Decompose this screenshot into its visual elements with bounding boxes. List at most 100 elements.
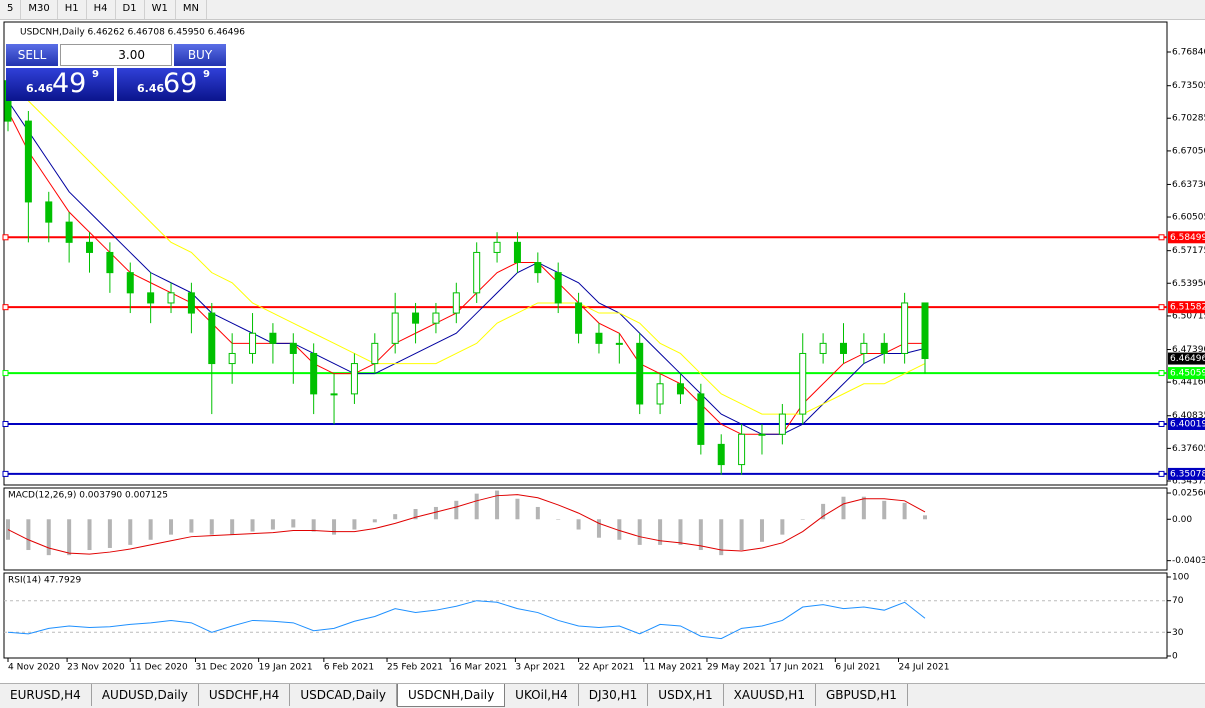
timeframe-button[interactable]: D1: [116, 0, 145, 19]
macd-bar: [617, 519, 622, 540]
candle-body: [615, 342, 623, 345]
macd-bar: [270, 519, 275, 530]
timeframe-button[interactable]: W1: [145, 0, 176, 19]
macd-bar: [759, 519, 764, 542]
y-tick-label: 6.34375: [1172, 477, 1205, 487]
level-marker: [1158, 370, 1165, 377]
candle-body: [717, 443, 725, 466]
level-marker: [1158, 470, 1165, 477]
level-marker: [1158, 304, 1165, 311]
x-tick-label: 19 Jan 2021: [259, 663, 313, 673]
level-label: 6.51582: [1170, 303, 1205, 313]
macd-bar: [413, 509, 418, 520]
chart-tab[interactable]: UKOil,H4: [505, 684, 579, 706]
lot-input[interactable]: 3.00: [60, 44, 172, 66]
x-tick-label: 29 May 2021: [707, 663, 766, 673]
level-marker: [2, 234, 9, 241]
ask-pips: 69: [163, 68, 198, 99]
x-tick-label: 16 Mar 2021: [450, 663, 507, 673]
bid-price[interactable]: 6.46 49 9: [6, 68, 114, 101]
candle-body: [147, 292, 155, 304]
candle-body: [45, 201, 53, 223]
chart-tab[interactable]: AUDUSD,Daily: [92, 684, 199, 706]
macd-bar: [169, 519, 174, 535]
ask-big: 6.46: [137, 82, 165, 95]
macd-bar: [841, 496, 846, 520]
rsi-line: [7, 600, 926, 640]
chart-tab[interactable]: XAUUSD,H1: [724, 684, 816, 706]
macd-bar: [148, 519, 153, 540]
macd-bar: [719, 519, 724, 556]
level-marker: [2, 370, 9, 377]
ask-price[interactable]: 6.46 69 9: [117, 68, 226, 101]
candle-body: [636, 342, 644, 405]
y-tick-label: 6.57175: [1172, 246, 1205, 256]
timeframe-button[interactable]: MN: [176, 0, 207, 19]
level-label: 6.45059: [1170, 369, 1205, 379]
candle-body: [860, 342, 868, 354]
macd-bar: [861, 496, 866, 520]
candle-body: [432, 312, 440, 324]
chart-tab[interactable]: USDCNH,Daily: [396, 684, 506, 707]
macd-bar: [352, 519, 357, 530]
y-tick-label: -0.040380: [1172, 556, 1205, 566]
rsi-panel: [3, 572, 1168, 659]
sell-button[interactable]: SELL: [6, 44, 58, 66]
candle-body: [493, 241, 501, 253]
macd-bar: [454, 500, 459, 520]
x-tick-label: 6 Feb 2021: [324, 663, 374, 673]
candle-body: [24, 120, 32, 203]
timeframe-button[interactable]: H4: [87, 0, 116, 19]
candle-body: [228, 352, 236, 365]
level-tag: [1168, 301, 1205, 314]
candle-body: [391, 312, 399, 344]
macd-bar: [332, 519, 337, 535]
macd-bar: [189, 519, 194, 533]
level-tag: [1168, 367, 1205, 380]
candle-body: [187, 292, 195, 314]
macd-bar: [291, 519, 296, 528]
macd-bar: [107, 519, 112, 548]
x-tick-label: 23 Nov 2020: [67, 663, 125, 673]
timeframe-button[interactable]: M30: [21, 0, 58, 19]
candle-body: [65, 221, 73, 243]
chart-tab[interactable]: USDCHF,H4: [199, 684, 291, 706]
timeframe-button[interactable]: H1: [58, 0, 87, 19]
timeframe-button[interactable]: 5: [0, 0, 22, 19]
candle-body: [473, 251, 481, 294]
x-tick-label: 22 Apr 2021: [579, 663, 635, 673]
chart-tab[interactable]: DJ30,H1: [579, 684, 649, 706]
y-tick-label: 0.00: [1172, 515, 1192, 525]
candle-body: [249, 332, 257, 354]
last-price-tag: [1168, 352, 1205, 365]
macd-bar: [495, 490, 500, 520]
macd-bar: [87, 519, 92, 551]
candle-body: [269, 332, 277, 344]
macd-bar: [923, 515, 927, 520]
chart-tab[interactable]: USDCAD,Daily: [290, 684, 397, 706]
candle-body: [167, 292, 175, 304]
macd-bar: [250, 519, 255, 532]
x-tick-label: 24 Jul 2021: [899, 663, 950, 673]
trade-panel: SELL 3.00 BUY 6.46 49 9 6.46 69 9: [6, 44, 226, 101]
macd-bar: [902, 502, 907, 520]
y-tick-label: 100: [1172, 573, 1189, 583]
bid-pips: 49: [52, 68, 87, 99]
x-tick-label: 4 Nov 2020: [8, 663, 60, 673]
x-tick-label: 31 Dec 2020: [195, 663, 253, 673]
y-tick-label: 0: [1172, 652, 1178, 662]
x-tick-label: 11 Dec 2020: [130, 663, 188, 673]
macd-bar: [46, 519, 51, 556]
y-tick-label: 6.53950: [1172, 279, 1205, 289]
chart-tab[interactable]: EURUSD,H4: [0, 684, 92, 706]
macd-bar: [698, 519, 703, 551]
y-tick-label: 6.50715: [1172, 311, 1205, 321]
buy-button[interactable]: BUY: [174, 44, 226, 66]
y-tick-label: 6.70285: [1172, 114, 1205, 124]
chart-tabs: EURUSD,H4 AUDUSD,Daily USDCHF,H4 USDCAD,Dai…: [0, 683, 1205, 708]
chart-tab[interactable]: USDX,H1: [648, 684, 724, 706]
chart-tab[interactable]: GBPUSD,H1: [816, 684, 908, 706]
candle-body: [86, 241, 94, 253]
x-tick-label: 6 Jul 2021: [835, 663, 880, 673]
